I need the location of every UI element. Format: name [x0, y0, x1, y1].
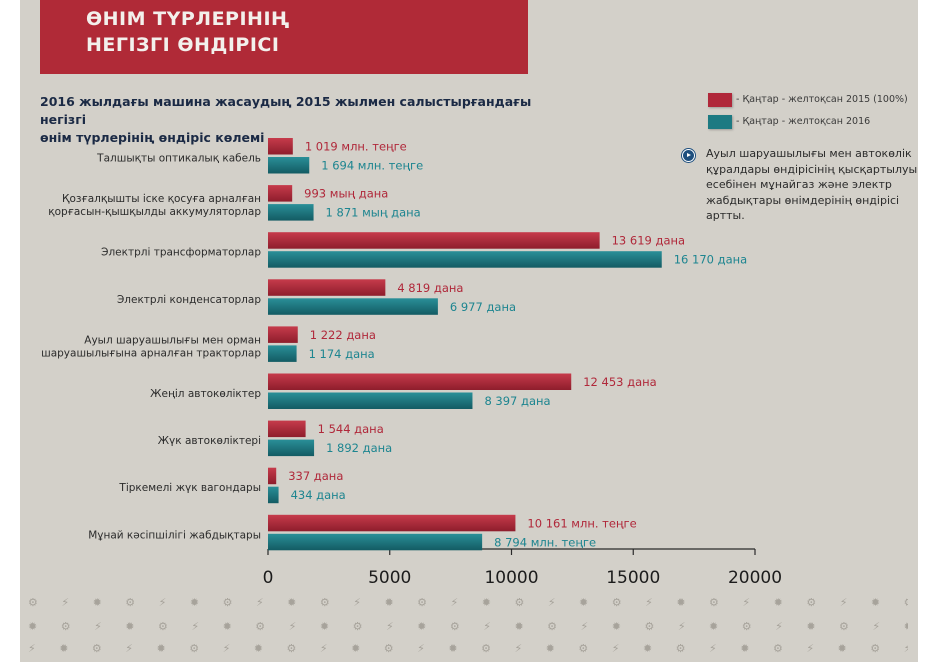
bar-2015 [268, 279, 386, 296]
category-label: қорғасын-қышқылды аккумуляторлар [48, 206, 261, 218]
legend-swatch-2016 [708, 115, 732, 129]
bar-2016 [268, 392, 473, 409]
data-label-2015: 1 222 дана [310, 328, 376, 342]
data-label-2015: 1 544 дана [318, 422, 384, 436]
data-label-2015: 13 619 дана [612, 234, 685, 248]
category-label: Электрлі конденсаторлар [117, 294, 261, 306]
data-label-2016: 6 977 дана [450, 300, 516, 314]
data-label-2016: 8 397 дана [484, 394, 550, 408]
page-title-line-2: НЕГІЗГІ ӨНДІРІСІ [86, 34, 280, 56]
data-label-2015: 1 019 млн. теңге [305, 140, 407, 154]
bar-2015 [268, 514, 516, 532]
header-banner [40, 0, 528, 74]
chart-subtitle-line-1: 2016 жылдағы машина жасаудың 2015 жылмен… [40, 94, 532, 127]
data-label-2015: 10 161 млн. теңге [527, 516, 636, 530]
bar-2015 [268, 232, 600, 249]
bar-2015 [268, 326, 298, 343]
legend-label-2016: - Қаңтар - желтоқсан 2016 [736, 116, 871, 127]
bar-2015 [268, 185, 293, 202]
page-title-line-1: ӨНІМ ТҮРЛЕРІНІҢ [86, 8, 290, 30]
data-label-2015: 12 453 дана [583, 375, 656, 389]
bar-2016 [268, 204, 314, 221]
data-label-2016: 1 871 мың дана [326, 206, 421, 220]
category-label: Мұнай кәсіпшілігі жабдықтары [88, 529, 261, 541]
bar-2016 [268, 486, 279, 504]
data-label-2015: 4 819 дана [397, 281, 463, 295]
decor-icon-row-2: ✹ ⚙ ⚡ ✹ ⚙ ⚡ ✹ ⚙ ⚡ ✹ ⚙ ⚡ ✹ ⚙ ⚡ ✹ ⚙ ⚡ ✹ ⚙ … [28, 620, 908, 633]
decor-icon-row-1: ⚙ ⚡ ✹ ⚙ ⚡ ✹ ⚙ ⚡ ✹ ⚙ ⚡ ✹ ⚙ ⚡ ✹ ⚙ ⚡ ✹ ⚙ ⚡ … [28, 596, 908, 609]
arrow-bullet-icon [682, 149, 695, 162]
category-label: Электрлі трансформаторлар [101, 247, 261, 259]
bar-2016 [268, 251, 662, 268]
data-label-2016: 1 892 дана [326, 441, 392, 455]
note-text: Ауыл шаруашылығы мен автокөлік құралдары… [706, 147, 918, 222]
bar-2016 [268, 439, 315, 457]
category-label: Жүк автокөліктері [158, 435, 261, 447]
category-label: Тіркемелі жүк вагондары [118, 482, 261, 494]
category-label: Жеңіл автокөліктер [150, 388, 261, 400]
bar-2016 [268, 533, 483, 551]
x-tick-label: 5000 [368, 568, 411, 588]
data-label-2015: 337 дана [288, 469, 343, 483]
bar-2016 [268, 298, 438, 315]
chart-subtitle: 2016 жылдағы машина жасаудың 2015 жылмен… [40, 93, 560, 147]
data-label-2016: 16 170 дана [674, 253, 747, 267]
category-label: Қозғалқышты іске қосуға арналған [62, 193, 261, 205]
bar-2016 [268, 345, 297, 362]
data-label-2016: 1 694 млн. теңге [321, 159, 423, 173]
bar-2015 [268, 138, 293, 155]
page-title: ӨНІМ ТҮРЛЕРІНІҢ НЕГІЗГІ ӨНДІРІСІ [86, 6, 486, 58]
x-tick-label: 0 [263, 568, 274, 588]
x-tick-label: 15000 [606, 568, 660, 588]
bar-2015 [268, 467, 277, 485]
data-label-2015: 993 мың дана [304, 187, 388, 201]
legend-swatch-2015 [708, 93, 732, 107]
bar-2015 [268, 420, 306, 438]
x-tick-label: 10000 [484, 568, 538, 588]
legend-label-2015: - Қаңтар - желтоқсан 2015 (100%) [736, 94, 908, 105]
x-tick-label: 20000 [728, 568, 782, 588]
data-label-2016: 8 794 млн. теңге [494, 535, 596, 549]
bar-2016 [268, 157, 310, 174]
infographic-background [20, 0, 918, 662]
chart-subtitle-line-2: өнім түрлерінің өндіріс көлемі [40, 130, 265, 145]
category-label: Талшықты оптикалық кабель [96, 153, 261, 165]
data-label-2016: 434 дана [291, 488, 346, 502]
decor-icon-row-3: ⚡ ✹ ⚙ ⚡ ✹ ⚙ ⚡ ✹ ⚙ ⚡ ✹ ⚙ ⚡ ✹ ⚙ ⚡ ✹ ⚙ ⚡ ✹ … [28, 642, 908, 655]
bar-2015 [268, 373, 572, 390]
category-label: шаруашылығына арналған тракторлар [41, 347, 261, 359]
data-label-2016: 1 174 дана [309, 347, 375, 361]
category-label: Ауыл шаруашылығы мен орман [84, 334, 261, 346]
